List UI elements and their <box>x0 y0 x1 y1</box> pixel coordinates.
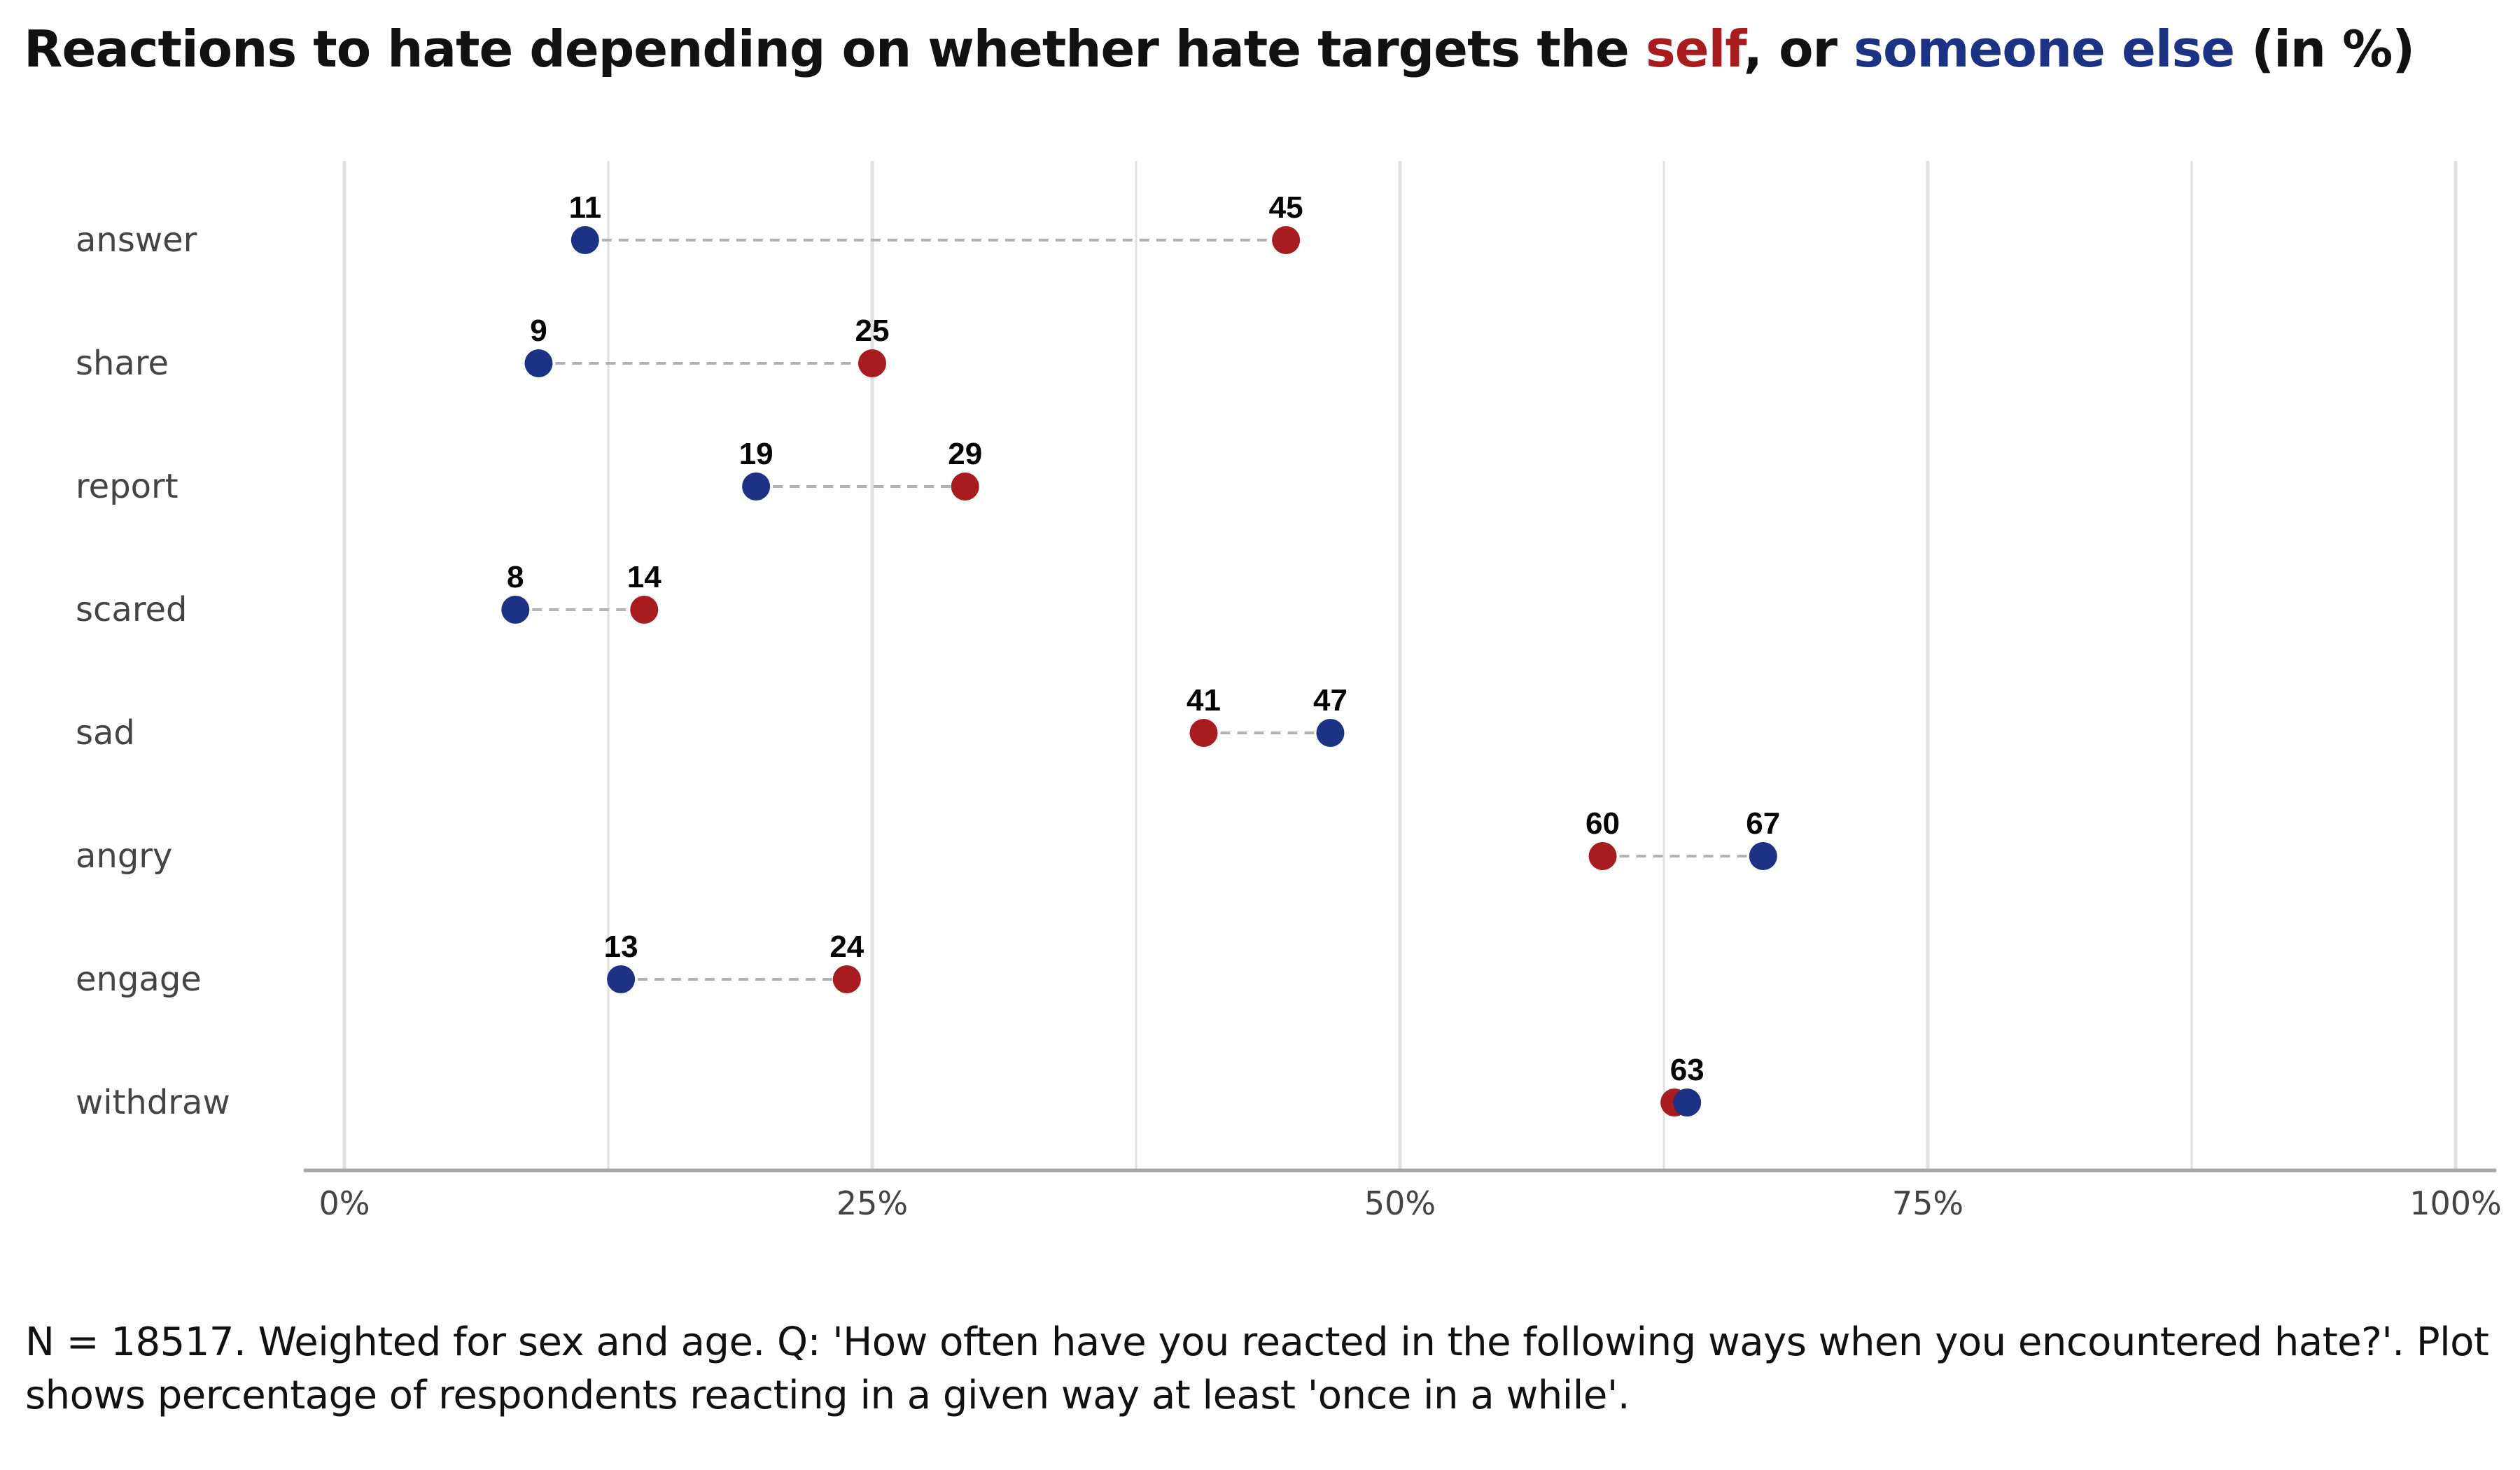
x-tick-label: 25% <box>836 1184 908 1222</box>
title-middle: , or <box>1743 20 1854 78</box>
x-tick-label: 0% <box>319 1184 370 1222</box>
someone-else-point <box>1316 719 1345 747</box>
y-category-label: withdraw <box>76 1083 230 1122</box>
category-row-engage: engage 24 13 <box>76 930 864 999</box>
category-row-scared: scared 14 8 <box>76 560 662 629</box>
someone-else-point <box>1749 842 1777 870</box>
self-point <box>832 965 861 993</box>
self-value-label: 60 <box>1586 806 1620 841</box>
y-category-label: sad <box>76 713 135 752</box>
someone-else-point <box>607 965 636 993</box>
someone-else-value-label: 47 <box>1313 683 1348 718</box>
someone-else-point <box>524 349 553 377</box>
someone-else-value-label: 11 <box>569 190 602 225</box>
x-tick-label: 100% <box>2409 1184 2502 1222</box>
y-category-label: report <box>76 467 178 506</box>
title-suffix: (in %) <box>2234 20 2415 78</box>
self-value-label: 41 <box>1186 683 1221 718</box>
y-category-label: angry <box>76 836 172 876</box>
self-value-label: 45 <box>1269 190 1303 225</box>
y-category-label: share <box>76 344 169 383</box>
someone-else-point <box>742 472 771 500</box>
self-point <box>1588 842 1617 870</box>
category-row-share: share 25 9 <box>76 314 889 383</box>
self-point <box>1189 719 1218 747</box>
someone-else-value-label: 63 <box>1670 1053 1704 1087</box>
y-category-label: answer <box>76 220 197 260</box>
self-value-label: 24 <box>830 930 864 964</box>
self-point <box>630 596 659 624</box>
someone-else-value-label: 13 <box>604 930 638 964</box>
someone-else-point <box>501 596 530 624</box>
x-tick-label: 75% <box>1892 1184 1963 1222</box>
chart-caption: N = 18517. Weighted for sex and age. Q: … <box>25 1320 2489 1418</box>
someone-else-value-label: 9 <box>530 314 547 348</box>
title-someone-else-word: someone else <box>1854 20 2235 78</box>
someone-else-value-label: 67 <box>1746 806 1780 841</box>
y-category-label: scared <box>76 590 188 629</box>
y-category-label: engage <box>76 960 202 999</box>
self-point <box>951 472 979 500</box>
category-row-answer: answer 45 11 <box>76 190 1303 260</box>
self-point <box>858 349 886 377</box>
chart-title: Reactions to hate depending on whether h… <box>24 20 2415 78</box>
category-row-withdraw: withdraw 63 <box>76 1053 1704 1122</box>
title-self-word: self <box>1645 20 1744 78</box>
category-row-report: report 29 19 <box>76 437 982 506</box>
self-value-label: 29 <box>948 437 982 471</box>
category-row-sad: sad 41 47 <box>76 683 1348 752</box>
self-value-label: 14 <box>627 560 662 594</box>
someone-else-value-label: 19 <box>739 437 774 471</box>
someone-else-value-label: 8 <box>507 560 524 594</box>
x-tick-label: 50% <box>1364 1184 1436 1222</box>
title-prefix: Reactions to hate depending on whether h… <box>24 20 1646 78</box>
someone-else-point <box>1673 1088 1702 1116</box>
someone-else-point <box>570 226 599 254</box>
category-row-angry: angry 60 67 <box>76 806 1780 876</box>
self-value-label: 25 <box>855 314 890 348</box>
self-point <box>1272 226 1301 254</box>
dumbbell-chart: 0% 25% 50% 75% 100% answer 45 11 share 25 9 report 2… <box>76 161 2502 1222</box>
